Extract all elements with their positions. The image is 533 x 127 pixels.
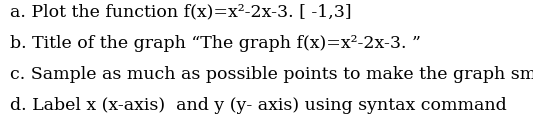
Text: b. Title of the graph “The graph f(x)=x²-2x-3. ”: b. Title of the graph “The graph f(x)=x²… — [10, 35, 421, 52]
Text: d. Label x (x-axis)  and y (y- axis) using syntax command: d. Label x (x-axis) and y (y- axis) usin… — [10, 97, 506, 114]
Text: a. Plot the function f(x)=x²-2x-3. [ -1,3]: a. Plot the function f(x)=x²-2x-3. [ -1,… — [10, 4, 351, 21]
Text: c. Sample as much as possible points to make the graph smooth.: c. Sample as much as possible points to … — [10, 66, 533, 83]
